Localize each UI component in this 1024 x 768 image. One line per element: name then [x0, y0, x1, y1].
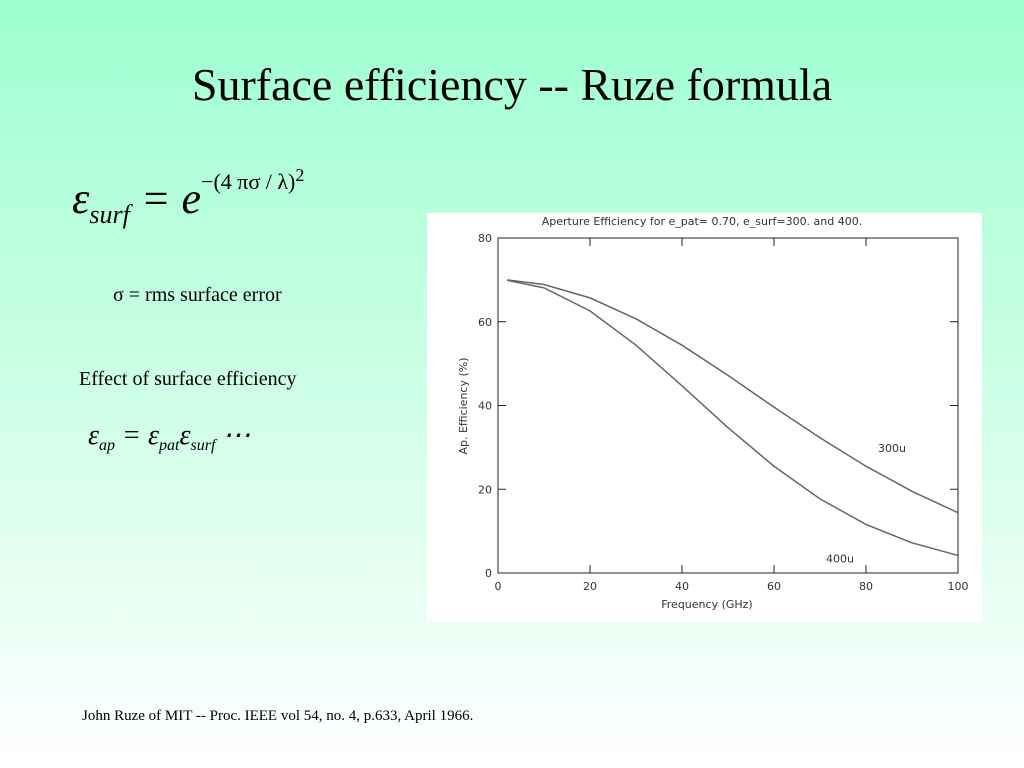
math-equals: = e [140, 174, 202, 223]
series-line [507, 279, 959, 557]
series-line [507, 279, 959, 514]
chart-background [427, 213, 982, 622]
math-subscript: surf [89, 200, 130, 229]
math-subscript: ap [99, 437, 116, 454]
chart-title: Aperture Efficiency for e_pat= 0.70, e_s… [542, 215, 863, 228]
x-axis-label: Frequency (GHz) [661, 598, 752, 611]
x-tick-label: 20 [583, 580, 597, 593]
x-tick-label: 100 [948, 580, 969, 593]
math-symbol: ε [179, 420, 191, 451]
y-tick-label: 60 [478, 316, 492, 329]
y-tick-label: 40 [478, 400, 492, 413]
math-symbol: ε [72, 174, 90, 223]
series-label: 400u [826, 552, 854, 565]
math-dots: ⋯ [222, 420, 251, 451]
y-tick-label: 80 [478, 232, 492, 245]
math-symbol: ε [88, 420, 100, 451]
effect-heading: Effect of surface efficiency [79, 368, 297, 390]
math-subscript: surf [190, 437, 216, 454]
y-axis-label: Ap. Efficiency (%) [457, 357, 470, 454]
x-tick-label: 60 [767, 580, 781, 593]
math-exponent: −(4 πσ / λ)2 [201, 165, 304, 194]
exponent-power: 2 [295, 165, 305, 185]
sigma-note: σ = rms surface error [113, 284, 282, 306]
math-equals: = ε [122, 420, 159, 451]
chart: Aperture Efficiency for e_pat= 0.70, e_s… [427, 213, 982, 622]
math-subscript: pat [158, 437, 180, 454]
y-tick-label: 20 [478, 483, 492, 496]
footer-citation: John Ruze of MIT -- Proc. IEEE vol 54, n… [82, 708, 474, 724]
exponent-text: −(4 πσ / λ) [201, 169, 296, 194]
aperture-formula: εap = εpatεsurf ⋯ [88, 418, 250, 455]
slide-title: Surface efficiency -- Ruze formula [191, 59, 833, 110]
x-tick-label: 0 [495, 580, 502, 593]
ruze-formula: εsurf = e−(4 πσ / λ)2 [72, 165, 304, 230]
x-tick-label: 40 [675, 580, 689, 593]
x-tick-label: 80 [859, 580, 873, 593]
series-label: 300u [878, 442, 906, 455]
y-tick-label: 0 [485, 567, 492, 580]
